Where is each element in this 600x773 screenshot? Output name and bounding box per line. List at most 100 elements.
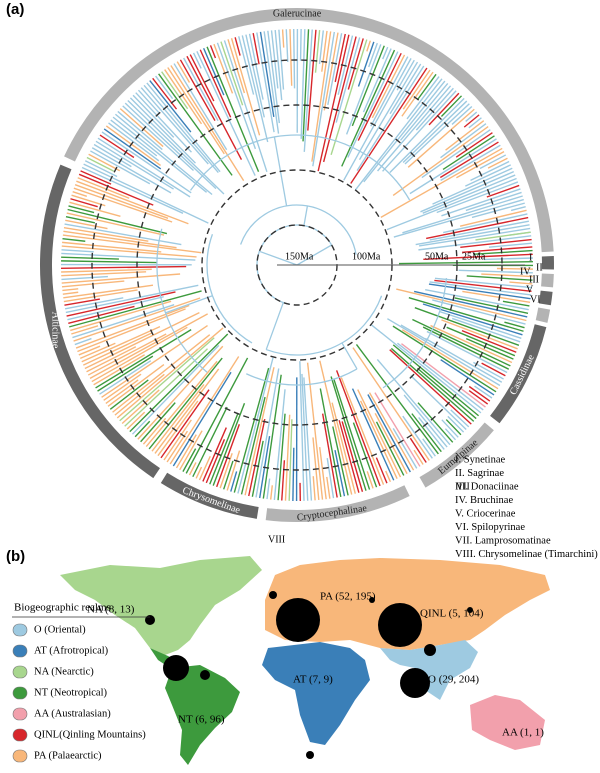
australia: [470, 695, 545, 750]
branch: [399, 82, 449, 141]
branch: [216, 424, 241, 488]
branch: [245, 34, 265, 118]
branch: [270, 30, 279, 89]
branch: [199, 49, 232, 118]
branch: [163, 419, 192, 461]
branch: [402, 100, 468, 164]
branch: [80, 170, 112, 185]
branch: [248, 33, 264, 100]
branch: [116, 327, 224, 419]
branch: [61, 273, 181, 284]
branch: [161, 71, 189, 110]
branch: [142, 417, 167, 445]
branch: [375, 421, 405, 476]
branch: [140, 402, 176, 443]
legend-swatch: [12, 623, 28, 637]
branch: [422, 303, 523, 336]
branch: [248, 419, 266, 497]
branch: [413, 290, 528, 318]
branch: [303, 377, 313, 501]
branch: [143, 84, 219, 174]
branch: [64, 223, 182, 246]
region-label: AT (7, 9): [293, 674, 333, 686]
branch: [481, 273, 533, 278]
panel-label: (b): [6, 548, 25, 565]
branch: [129, 333, 229, 433]
key-item: VI. Spilopyrinae: [455, 522, 525, 533]
branch: [319, 360, 353, 495]
africa: [262, 642, 370, 745]
branch: [81, 325, 161, 363]
branch: [382, 46, 389, 60]
branch: [439, 141, 499, 179]
branch: [392, 126, 489, 196]
branch: [374, 412, 408, 475]
branch: [389, 349, 472, 425]
branch: [62, 288, 79, 292]
clade-label: Alticinae: [49, 312, 60, 349]
branch: [377, 85, 452, 172]
branch: [149, 80, 192, 133]
branch: [443, 213, 528, 234]
clade-ring: [541, 273, 554, 288]
branch: [465, 164, 512, 187]
branch: [97, 137, 191, 198]
branch: [441, 419, 459, 438]
branch: [459, 209, 527, 227]
branch: [192, 52, 202, 69]
branch: [63, 230, 177, 249]
clade-ring: [419, 422, 494, 488]
branch: [359, 400, 398, 480]
branch: [273, 389, 286, 500]
branch: [88, 153, 121, 172]
branch: [318, 30, 325, 65]
legend-swatch: [12, 644, 28, 658]
branch: [160, 389, 210, 459]
legend-label: AA (Australasian): [34, 708, 111, 719]
branch: [454, 297, 529, 314]
branch: [151, 384, 205, 452]
branch: [223, 40, 268, 173]
bubble: [424, 644, 436, 656]
branch: [137, 345, 224, 440]
branch: [380, 147, 503, 218]
branch: [402, 69, 431, 110]
branch: [206, 46, 260, 172]
branch: [176, 61, 191, 83]
branch: [422, 326, 510, 370]
branch: [288, 419, 293, 501]
branch: [246, 368, 358, 386]
north-america: [60, 556, 262, 655]
branch: [412, 318, 511, 367]
legend-swatch: [12, 749, 28, 763]
branch: [73, 297, 201, 342]
branch: [321, 30, 328, 72]
branch: [93, 143, 132, 168]
branch: [415, 87, 454, 131]
branch: [354, 78, 443, 191]
branch: [284, 414, 291, 501]
branch: [61, 256, 119, 260]
region-label: O (29, 204): [428, 674, 479, 686]
branch: [69, 201, 121, 218]
branch: [326, 476, 331, 499]
branch: [87, 333, 167, 376]
branch: [74, 184, 169, 219]
branch: [119, 337, 215, 422]
branch: [244, 367, 275, 496]
region-label: AA (1, 1): [502, 727, 544, 739]
branch: [347, 38, 364, 90]
branch: [134, 420, 151, 438]
branch: [444, 428, 457, 441]
branch: [175, 434, 197, 469]
branch: [347, 51, 399, 158]
branch: [406, 76, 440, 120]
branch: [318, 447, 327, 500]
branch: [408, 297, 524, 332]
branch: [105, 125, 161, 167]
branch: [302, 29, 310, 142]
branch: [145, 360, 218, 448]
clade-label: Cryptocephalinae: [296, 503, 368, 524]
branch: [72, 191, 88, 197]
branch: [333, 378, 371, 490]
